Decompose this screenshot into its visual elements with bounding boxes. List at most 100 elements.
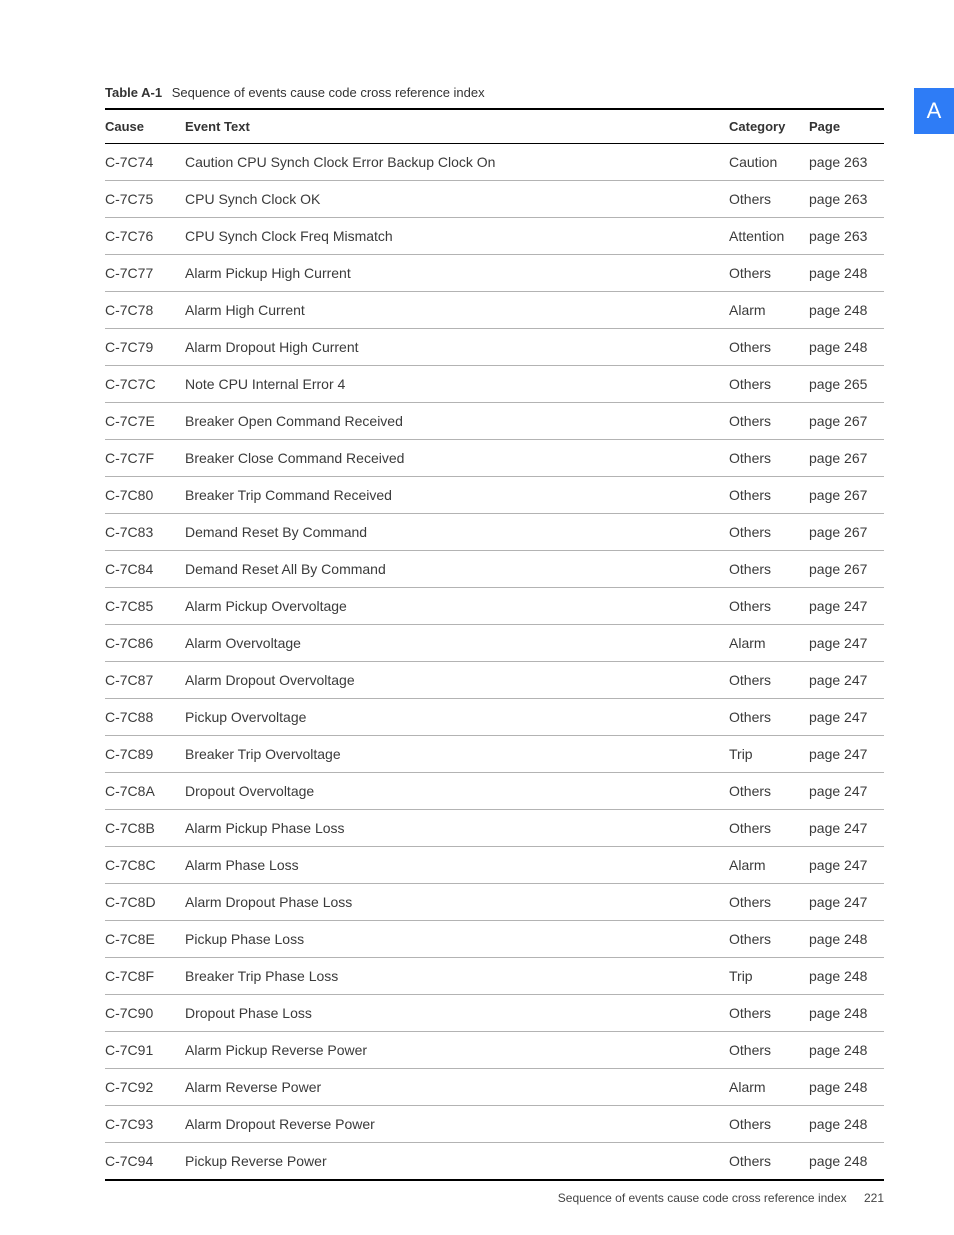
table-header-category: Category [729, 109, 809, 144]
table-cell-event: Breaker Trip Phase Loss [185, 958, 729, 995]
table-cell-event: Breaker Close Command Received [185, 440, 729, 477]
table-cell-page: page 267 [809, 514, 884, 551]
table-cell-cause: C-7C77 [105, 255, 185, 292]
table-cell-cause: C-7C8C [105, 847, 185, 884]
table-row: C-7C8DAlarm Dropout Phase LossOtherspage… [105, 884, 884, 921]
table-cell-cause: C-7C8D [105, 884, 185, 921]
cross-reference-table: Cause Event Text Category Page C-7C74 Cau… [105, 108, 884, 1181]
table-row: C-7C8CAlarm Phase LossAlarmpage 247 [105, 847, 884, 884]
table-cell-cause: C-7C83 [105, 514, 185, 551]
table-row: C-7C84Demand Reset All By CommandOthersp… [105, 551, 884, 588]
table-cell-page: page 267 [809, 440, 884, 477]
table-body: C-7C74Caution CPU Synch Clock Error Back… [105, 144, 884, 1181]
table-cell-page: page 247 [809, 847, 884, 884]
table-cell-event: Breaker Trip Overvoltage [185, 736, 729, 773]
table-cell-page: page 247 [809, 810, 884, 847]
table-cell-page: page 247 [809, 662, 884, 699]
table-cell-category: Others [729, 1032, 809, 1069]
table-row: C-7C90Dropout Phase LossOtherspage 248 [105, 995, 884, 1032]
table-row: C-7C91Alarm Pickup Reverse PowerOtherspa… [105, 1032, 884, 1069]
table-cell-category: Others [729, 403, 809, 440]
table-cell-event: Demand Reset All By Command [185, 551, 729, 588]
table-row: C-7C83Demand Reset By CommandOtherspage … [105, 514, 884, 551]
table-cell-page: page 247 [809, 736, 884, 773]
table-cell-category: Others [729, 440, 809, 477]
table-cell-page: page 267 [809, 477, 884, 514]
table-cell-category: Others [729, 329, 809, 366]
table-cell-page: page 248 [809, 921, 884, 958]
table-cell-cause: C-7C86 [105, 625, 185, 662]
table-cell-category: Others [729, 255, 809, 292]
page-footer: Sequence of events cause code cross refe… [558, 1191, 884, 1205]
table-row: C-7C87Alarm Dropout OvervoltageOtherspag… [105, 662, 884, 699]
table-cell-cause: C-7C89 [105, 736, 185, 773]
table-cell-page: page 248 [809, 329, 884, 366]
table-row: C-7C7EBreaker Open Command ReceivedOther… [105, 403, 884, 440]
table-row: C-7C93Alarm Dropout Reverse PowerOthersp… [105, 1106, 884, 1143]
document-page: A Table A-1 Sequence of events cause cod… [0, 0, 954, 1235]
table-cell-event: Alarm Pickup Reverse Power [185, 1032, 729, 1069]
table-header-page: Page [809, 109, 884, 144]
table-cell-event: Alarm Overvoltage [185, 625, 729, 662]
table-cell-page: page 263 [809, 218, 884, 255]
table-cell-page: page 248 [809, 292, 884, 329]
table-cell-cause: C-7C76 [105, 218, 185, 255]
table-cell-category: Others [729, 884, 809, 921]
footer-title: Sequence of events cause code cross refe… [558, 1191, 847, 1205]
table-row: C-7C74Caution CPU Synch Clock Error Back… [105, 144, 884, 181]
table-cell-category: Others [729, 366, 809, 403]
table-cell-category: Caution [729, 144, 809, 181]
table-cell-event: Alarm Dropout Phase Loss [185, 884, 729, 921]
table-cell-category: Others [729, 699, 809, 736]
table-cell-event: Alarm Pickup Phase Loss [185, 810, 729, 847]
table-cell-category: Others [729, 514, 809, 551]
table-cell-category: Alarm [729, 1069, 809, 1106]
table-cell-event: Alarm Phase Loss [185, 847, 729, 884]
table-cell-cause: C-7C79 [105, 329, 185, 366]
table-cell-cause: C-7C74 [105, 144, 185, 181]
table-cell-cause: C-7C93 [105, 1106, 185, 1143]
table-cell-cause: C-7C84 [105, 551, 185, 588]
table-cell-event: CPU Synch Clock OK [185, 181, 729, 218]
table-cell-event: Breaker Trip Command Received [185, 477, 729, 514]
table-cell-category: Trip [729, 736, 809, 773]
table-row: C-7C94Pickup Reverse PowerOtherspage 248 [105, 1143, 884, 1181]
table-cell-page: page 248 [809, 1032, 884, 1069]
appendix-tab: A [914, 88, 954, 134]
table-row: C-7C78Alarm High CurrentAlarmpage 248 [105, 292, 884, 329]
table-cell-category: Others [729, 551, 809, 588]
table-cell-category: Others [729, 181, 809, 218]
table-cell-page: page 248 [809, 958, 884, 995]
table-cell-cause: C-7C78 [105, 292, 185, 329]
table-row: C-7C88Pickup OvervoltageOtherspage 247 [105, 699, 884, 736]
table-cell-page: page 267 [809, 551, 884, 588]
table-caption-text: Sequence of events cause code cross refe… [172, 85, 485, 100]
table-cell-page: page 267 [809, 403, 884, 440]
table-row: C-7C7CNote CPU Internal Error 4Otherspag… [105, 366, 884, 403]
footer-page-number: 221 [864, 1191, 884, 1205]
table-caption: Table A-1 Sequence of events cause code … [105, 85, 884, 100]
table-cell-cause: C-7C7F [105, 440, 185, 477]
table-cell-page: page 247 [809, 773, 884, 810]
table-row: C-7C92Alarm Reverse PowerAlarmpage 248 [105, 1069, 884, 1106]
table-cell-page: page 248 [809, 1106, 884, 1143]
table-cell-category: Others [729, 662, 809, 699]
table-cell-event: Pickup Overvoltage [185, 699, 729, 736]
table-cell-event: Alarm Dropout High Current [185, 329, 729, 366]
table-cell-category: Others [729, 588, 809, 625]
table-cell-page: page 248 [809, 255, 884, 292]
table-cell-category: Others [729, 921, 809, 958]
table-cell-page: page 247 [809, 588, 884, 625]
table-cell-cause: C-7C8B [105, 810, 185, 847]
table-cell-cause: C-7C8E [105, 921, 185, 958]
table-cell-cause: C-7C90 [105, 995, 185, 1032]
table-header-row: Cause Event Text Category Page [105, 109, 884, 144]
table-cell-category: Alarm [729, 292, 809, 329]
table-cell-category: Alarm [729, 625, 809, 662]
table-row: C-7C8EPickup Phase LossOtherspage 248 [105, 921, 884, 958]
table-cell-cause: C-7C75 [105, 181, 185, 218]
table-row: C-7C80Breaker Trip Command ReceivedOther… [105, 477, 884, 514]
table-cell-page: page 248 [809, 1069, 884, 1106]
table-cell-cause: C-7C7C [105, 366, 185, 403]
table-cell-page: page 247 [809, 884, 884, 921]
